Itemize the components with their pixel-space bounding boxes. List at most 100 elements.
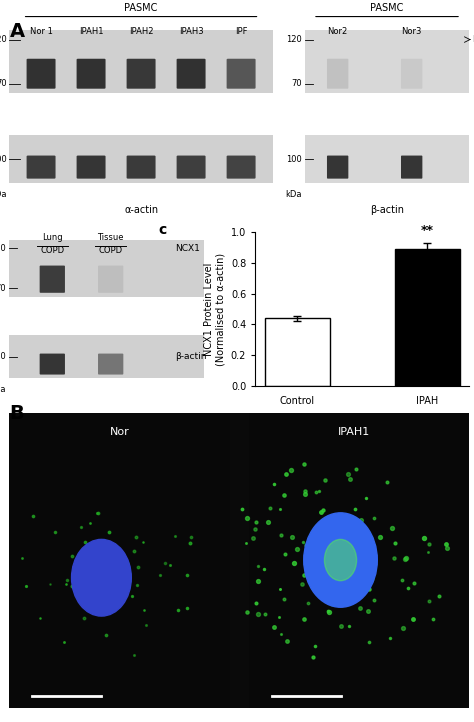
Point xyxy=(255,575,262,586)
Point xyxy=(266,502,274,513)
Point xyxy=(321,593,329,605)
Point xyxy=(290,557,297,568)
Point xyxy=(352,566,359,578)
Point xyxy=(46,578,54,590)
Point xyxy=(301,488,309,500)
Text: 120: 120 xyxy=(0,243,6,253)
Point xyxy=(435,591,442,602)
Point xyxy=(353,463,360,474)
Point xyxy=(346,474,354,485)
Point xyxy=(300,536,307,548)
Point xyxy=(399,575,406,586)
Point xyxy=(261,609,269,620)
Text: IPAH1: IPAH1 xyxy=(338,427,371,438)
Point xyxy=(133,531,140,543)
Point xyxy=(161,557,169,568)
Point xyxy=(276,583,284,595)
FancyBboxPatch shape xyxy=(327,58,348,89)
Point xyxy=(354,535,361,547)
Circle shape xyxy=(304,513,377,607)
Point xyxy=(68,580,76,591)
Point xyxy=(80,612,88,624)
Point xyxy=(140,604,147,616)
FancyBboxPatch shape xyxy=(9,135,273,183)
Text: kDa: kDa xyxy=(0,190,7,199)
Text: COPD: COPD xyxy=(40,245,64,255)
Point xyxy=(301,458,308,469)
Point xyxy=(356,601,364,613)
FancyBboxPatch shape xyxy=(248,412,469,708)
Point xyxy=(420,532,428,544)
Point xyxy=(429,613,437,625)
Point xyxy=(324,605,332,617)
Point xyxy=(270,622,278,633)
FancyBboxPatch shape xyxy=(9,30,273,93)
Point xyxy=(346,525,354,536)
Text: **: ** xyxy=(420,225,434,238)
FancyBboxPatch shape xyxy=(9,240,204,297)
Point xyxy=(68,549,76,561)
Text: c: c xyxy=(159,222,167,237)
Point xyxy=(94,508,101,519)
Text: kDa: kDa xyxy=(0,385,6,393)
Circle shape xyxy=(324,539,356,580)
Point xyxy=(312,487,319,498)
Point xyxy=(309,651,317,662)
Point xyxy=(365,583,373,594)
Point xyxy=(254,560,262,572)
Text: Tissue: Tissue xyxy=(98,233,124,243)
Point xyxy=(105,526,112,537)
FancyBboxPatch shape xyxy=(40,354,65,375)
Text: IPF: IPF xyxy=(235,27,247,36)
Point xyxy=(351,574,359,586)
Point xyxy=(264,517,271,529)
Point xyxy=(60,636,67,648)
FancyBboxPatch shape xyxy=(77,58,106,89)
Text: B: B xyxy=(9,404,24,423)
FancyBboxPatch shape xyxy=(98,266,123,293)
Text: kDa: kDa xyxy=(285,190,301,199)
Text: NCX1: NCX1 xyxy=(473,35,474,44)
Point xyxy=(402,552,410,564)
Point xyxy=(326,513,333,524)
Point xyxy=(337,621,345,632)
FancyBboxPatch shape xyxy=(305,135,469,183)
Point xyxy=(369,573,376,585)
Text: Nor 1: Nor 1 xyxy=(30,27,53,36)
Point xyxy=(270,478,277,490)
Point xyxy=(328,535,336,547)
Point xyxy=(63,574,71,586)
Point xyxy=(351,503,359,514)
Point xyxy=(316,573,323,585)
Point xyxy=(333,514,340,526)
Point xyxy=(77,588,85,599)
FancyBboxPatch shape xyxy=(177,155,206,178)
Point xyxy=(299,578,306,590)
Point xyxy=(94,556,101,567)
Point xyxy=(238,503,246,515)
Point xyxy=(51,526,58,537)
FancyBboxPatch shape xyxy=(327,155,348,178)
Text: 100: 100 xyxy=(0,155,7,164)
Point xyxy=(315,486,323,497)
Bar xyxy=(265,318,330,386)
Bar xyxy=(395,249,459,386)
Point xyxy=(283,635,291,646)
FancyBboxPatch shape xyxy=(401,155,422,178)
Point xyxy=(344,468,351,479)
FancyBboxPatch shape xyxy=(27,155,55,178)
Point xyxy=(130,545,137,557)
Text: 120: 120 xyxy=(0,35,7,44)
Point xyxy=(86,518,93,529)
Point xyxy=(365,636,373,648)
Point xyxy=(424,546,432,557)
Point xyxy=(29,510,37,522)
Point xyxy=(187,531,194,543)
Point xyxy=(301,613,308,625)
Point xyxy=(305,597,312,609)
Text: 70: 70 xyxy=(0,284,6,292)
Point xyxy=(183,603,191,614)
Point xyxy=(321,474,328,486)
Point xyxy=(82,581,90,593)
Point xyxy=(356,565,364,577)
